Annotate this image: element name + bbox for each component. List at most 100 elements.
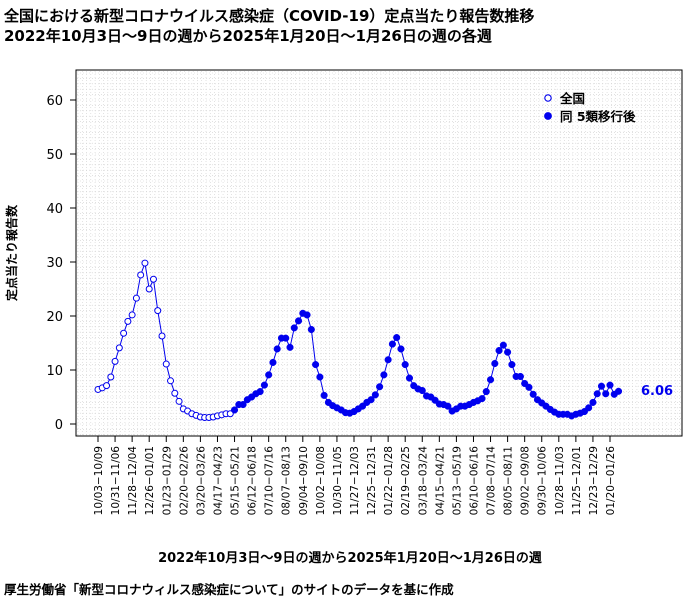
point-national [141,259,149,267]
x-tick-label: 01/22−01/28 [383,446,395,515]
x-tick-label: 01/20−01/26 [605,446,617,516]
x-tick-label: 12/23−12/29 [588,446,600,515]
point-post-class5 [589,398,597,406]
point-national [226,410,234,418]
point-post-class5 [384,356,392,364]
point-post-class5 [273,345,281,353]
x-tick-label: 10/30−11/05 [332,446,344,515]
x-tick-label: 11/25−12/01 [571,446,583,515]
point-post-class5 [602,390,610,398]
x-tick-label: 06/12−06/18 [247,446,259,515]
x-tick-label: 12/26−01/01 [144,446,156,515]
point-national [162,360,170,368]
point-post-class5 [290,324,298,332]
point-national [175,397,183,405]
chart-title: 全国における新型コロナウイルス感染症（COVID-19）定点当たり報告数推移 [4,7,535,25]
point-post-class5 [397,345,405,353]
point-post-class5 [388,340,396,348]
point-national [158,332,166,340]
point-post-class5 [405,374,414,382]
point-post-class5 [239,401,247,409]
point-national [115,344,123,352]
point-post-class5 [260,381,268,389]
series-points [94,259,623,422]
x-tick-label: 10/31−11/06 [110,446,122,516]
point-post-class5 [486,376,495,384]
last-value-label: 6.06 [641,384,673,399]
x-tick-label: 04/15−04/21 [434,446,446,515]
x-tick-label: 07/10−07/16 [264,446,276,516]
source-note: 厚生労働省「新型コロナウィルス感染症について」のサイトのデータを基に作成 [4,582,454,597]
y-axis: 0 10 20 30 40 50 60 [46,94,76,433]
point-national [154,307,162,315]
point-post-class5 [320,391,328,399]
point-national [124,317,132,325]
x-axis-label: 2022年10月3日～9日の週から2025年1月20日～1月26日の週 [158,551,542,566]
y-tick-label: 60 [46,94,63,109]
point-national [171,389,179,397]
point-post-class5 [269,358,277,366]
point-post-class5 [307,325,315,334]
chart-subtitle: 2022年10月3日～9日の週から2025年1月20日～1月26日の週の各週 [4,27,492,45]
x-tick-label: 12/25−12/31 [366,446,378,515]
x-tick-label: 03/18−03/24 [417,446,429,516]
x-tick-label: 05/15−05/21 [230,446,242,515]
x-tick-label: 02/20−02/26 [178,446,190,516]
point-post-class5 [303,311,311,319]
y-tick-label: 20 [46,310,63,325]
point-national [107,373,115,381]
x-tick-label: 11/27−12/03 [349,446,361,515]
point-national [103,382,111,390]
legend-label-national: 全国 [559,91,585,106]
point-post-class5 [444,402,452,410]
point-post-class5 [495,347,503,355]
point-post-class5 [499,341,507,349]
point-post-class5 [593,390,601,398]
x-tick-label: 10/03−10/09 [93,446,105,515]
point-post-class5 [265,371,273,379]
point-post-class5 [418,386,426,395]
point-post-class5 [508,361,516,369]
x-tick-label: 05/13−05/19 [451,446,463,515]
point-post-class5 [482,388,490,396]
x-tick-label: 04/17−04/23 [212,446,224,515]
point-post-class5 [312,361,320,369]
point-post-class5 [256,388,264,396]
x-tick-label: 01/23−01/29 [161,446,173,515]
point-national [128,311,136,319]
point-post-class5 [230,406,239,414]
point-national [132,294,140,302]
x-tick-label: 02/19−02/25 [400,446,412,515]
x-tick-label: 09/02−09/08 [520,446,532,515]
point-post-class5 [367,396,375,404]
x-tick-label: 03/20−03/26 [195,446,207,516]
point-national [137,271,145,279]
x-tick-label: 07/08−07/14 [486,446,498,516]
point-post-class5 [597,382,606,390]
y-tick-label: 40 [46,202,63,217]
plot-grid [77,71,681,436]
point-post-class5 [606,381,614,389]
point-post-class5 [585,404,593,412]
x-tick-label: 10/28−11/03 [554,446,566,515]
point-post-class5 [286,343,294,351]
x-tick-label: 09/30−10/06 [537,446,549,516]
y-tick-label: 30 [46,256,63,271]
point-post-class5 [516,372,524,381]
point-post-class5 [614,387,623,395]
y-tick-label: 50 [46,148,63,163]
x-tick-label: 08/05−08/11 [503,446,515,515]
plot-frame [75,69,683,437]
point-post-class5 [478,395,486,403]
x-tick-label: 06/10−06/16 [468,446,480,516]
point-national [149,275,157,283]
point-post-class5 [529,390,537,398]
point-post-class5 [380,371,388,379]
point-post-class5 [294,317,303,325]
point-post-class5 [393,334,401,342]
point-national [111,357,119,365]
point-national [120,329,128,337]
y-tick-label: 0 [55,418,63,433]
point-national [145,285,153,293]
legend: 全国 同 5類移行後 [544,91,636,124]
